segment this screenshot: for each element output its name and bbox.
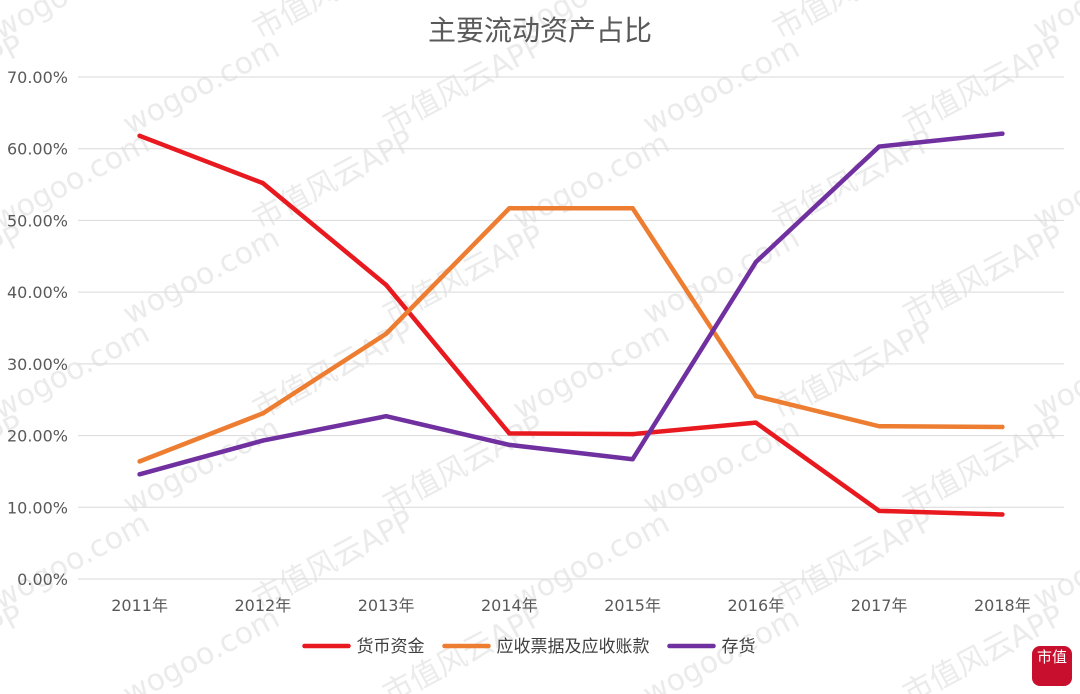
data-point [876,144,882,149]
chart-title: 主要流动资产占比 [428,14,652,47]
data-point [753,420,759,425]
series-lines [137,131,1005,517]
data-point [507,206,512,211]
data-point [753,393,759,399]
x-tick-label: 2011年 [111,596,168,615]
watermark-text: wogoo.com [117,31,285,143]
data-point [260,438,266,443]
watermark-text: wogoo.com [0,0,155,47]
data-point [507,442,512,448]
logo-text: 市值 [1036,648,1067,666]
data-point [383,282,389,288]
series-line-1 [137,205,1005,464]
watermark-text: wogoo.com [117,411,285,523]
fengyun-logo-icon: 市值 [1032,646,1072,686]
y-tick-label: 0.00% [17,570,68,589]
data-point [630,206,635,211]
data-point [137,459,142,464]
data-point [630,457,635,462]
x-tick-label: 2013年 [358,596,415,615]
data-point [260,411,266,416]
legend: 货币资金 应收票据及应收账款 存货 [302,637,756,657]
x-tick-label: 2014年 [481,596,538,615]
y-tick-label: 50.00% [7,211,68,230]
y-tick-label: 20.00% [7,427,68,446]
data-point [876,424,882,429]
x-tick-label: 2012年 [235,596,292,615]
data-point [260,180,266,186]
data-point [753,259,759,265]
data-point [876,508,882,514]
x-tick-label: 2016年 [728,596,785,615]
legend-label: 货币资金 [357,637,425,657]
x-tick-label: 2015年 [604,596,661,615]
y-tick-label: 70.00% [7,68,68,87]
data-point [1000,512,1005,517]
watermark-text: 市值风云APP [0,218,30,332]
watermark-text: wogoo.com [637,31,805,143]
legend-label: 存货 [722,637,756,657]
watermark-text: wogoo.com [117,221,285,333]
x-tick-label: 2018年 [974,596,1031,615]
data-point [630,431,635,437]
data-point [1000,424,1005,430]
data-point [507,431,512,436]
series-line-0 [137,133,1005,517]
x-tick-label: 2017年 [851,596,908,615]
y-tick-label: 60.00% [7,140,68,159]
watermark-text: 市值风云APP [0,598,30,694]
series-line-2 [137,131,1005,477]
y-tick-label: 30.00% [7,355,68,374]
gridlines [78,76,1064,580]
data-point [383,331,389,336]
y-tick-label: 10.00% [7,498,68,517]
legend-label: 应收票据及应收账款 [497,637,650,657]
watermark-text: 市值风云APP [767,313,939,427]
data-point [137,472,142,477]
data-point [1000,131,1005,136]
data-point [137,133,142,139]
y-axis-ticks: 0.00% 10.00% 20.00% 30.00% 40.00% 50.00% 60.00… [7,68,68,589]
x-axis-ticks: 2011年 2012年 2013年 2014年 2015年 2016年 2017年 2018年 [111,596,1030,615]
data-point [383,414,389,419]
y-tick-label: 40.00% [7,283,68,302]
